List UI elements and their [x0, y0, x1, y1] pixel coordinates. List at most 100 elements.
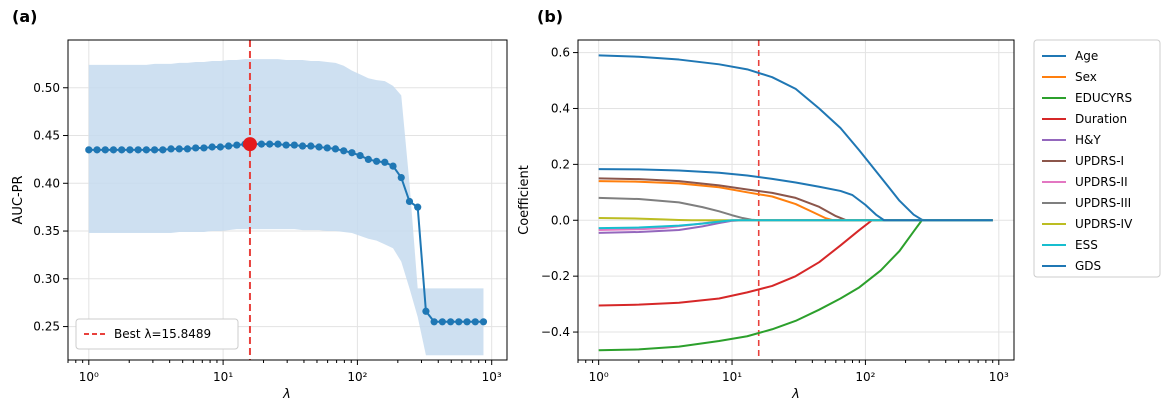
panel-a-point [381, 158, 389, 166]
b-x-tick-label: 10¹ [722, 370, 742, 384]
panel-a-point [455, 318, 463, 326]
panel-a-point [208, 143, 216, 151]
b-y-tick-label: −0.4 [541, 325, 570, 339]
coef-line-updrs-ii [598, 219, 993, 232]
legend-label-h-y: H&Y [1075, 133, 1101, 147]
panel-a-label: (a) [12, 7, 37, 26]
panel-a-point [323, 144, 331, 152]
panel-b-series [598, 54, 993, 352]
panel-a-point [414, 203, 422, 211]
panel-a-legend-box [75, 318, 239, 350]
coef-line-updrs-iii [598, 196, 993, 222]
panel-a-point [282, 141, 290, 149]
panel-a-point [438, 318, 446, 326]
a-y-tick-label: 0.50 [33, 81, 60, 95]
panel-a-point [266, 140, 274, 148]
legend-label-age: Age [1075, 49, 1098, 63]
panel-a-point [340, 147, 348, 155]
panel-a-point [85, 146, 93, 154]
panel-a-point [109, 146, 118, 154]
panel-a-point [463, 318, 471, 326]
panel-a-point [479, 318, 488, 326]
panel-a-confidence-band [88, 59, 484, 356]
panel-b-xlabel: λ [791, 387, 800, 402]
panel-a-y-ticks: 0.25 0.30 0.35 0.40 0.45 0.50 [33, 81, 68, 334]
panel-a-point [101, 146, 109, 154]
panel-a-legend-label: Best λ=15.8489 [114, 327, 211, 341]
a-y-tick-label: 0.40 [33, 176, 60, 190]
panel-a-x-ticks: 10⁰ 10¹ 10² 10³ [67, 360, 502, 384]
legend-label-gds: GDS [1075, 259, 1101, 273]
panel-b-chart: (b) 10⁰ 10¹ 10² 10³ −0.4−0.20.00.20.40.6 λ … [517, 7, 1161, 402]
panel-a-point [200, 144, 208, 152]
panel-a-point [290, 141, 298, 149]
b-x-tick-label: 10³ [989, 370, 1009, 384]
panel-a-best-marker [242, 137, 257, 152]
legend-label-updrs-i: UPDRS-I [1075, 154, 1124, 168]
panel-a-point [307, 142, 315, 150]
panel-a-chart: (a) 10⁰ 10¹ 10² 10³ 0.25 0.30 0.35 0.40 0.45 0.5… [11, 7, 508, 402]
panel-a-series [85, 140, 488, 326]
panel-a-point [192, 144, 200, 152]
a-x-tick-label: 10³ [482, 370, 502, 384]
panel-a-point [471, 318, 479, 326]
panel-a-point [372, 157, 381, 165]
panel-a-point [183, 145, 192, 153]
panel-a-point [175, 145, 183, 153]
panel-b-x-ticks: 10⁰ 10¹ 10² 10³ [577, 360, 1009, 384]
panel-a-band [88, 59, 484, 356]
legend-label-updrs-iv: UPDRS-IV [1075, 217, 1133, 231]
panel-a-point [159, 146, 167, 154]
panel-a-point [118, 146, 126, 154]
panel-b-y-ticks: −0.4 −0.2 0.0 0.2 0.4 0.6 [541, 46, 578, 339]
panel-b-ylabel: Coefficient [517, 165, 532, 235]
panel-a-best-point [242, 137, 257, 152]
a-y-tick-label: 0.45 [33, 129, 60, 143]
b-y-tick-label: 0.6 [551, 46, 570, 60]
panel-b-label: (b) [537, 7, 563, 26]
b-y-tick-label: 0.0 [551, 213, 570, 227]
panel-b-legend-box [1033, 39, 1161, 278]
panel-a-point [422, 307, 430, 315]
panel-a-point [446, 318, 455, 326]
panel-a-point [126, 146, 134, 154]
coef-line-gds [598, 168, 993, 222]
b-y-tick-label: 0.4 [551, 101, 570, 115]
b-x-tick-label: 10² [855, 370, 875, 384]
panel-a-point [331, 145, 340, 153]
panel-a-point [348, 149, 356, 157]
legend-label-updrs-iii: UPDRS-III [1075, 196, 1131, 210]
panel-a-xlabel: λ [282, 387, 291, 402]
a-x-tick-label: 10¹ [213, 370, 233, 384]
panel-a-point [167, 145, 175, 153]
panel-a-point [216, 143, 224, 151]
panel-a-point [389, 162, 397, 170]
panel-a-legend: Best λ=15.8489 [75, 318, 239, 350]
panel-a-point [356, 151, 364, 160]
legend-label-sex: Sex [1075, 70, 1097, 84]
panel-a-point [233, 141, 241, 149]
a-x-tick-label: 10² [347, 370, 367, 384]
a-y-tick-label: 0.35 [33, 224, 60, 238]
coef-line-updrs-i [598, 177, 993, 222]
panel-a-point [298, 142, 307, 150]
panel-a-point [142, 146, 150, 154]
a-y-tick-label: 0.30 [33, 272, 60, 286]
panel-a-point [134, 146, 142, 154]
panel-a-point [315, 143, 323, 151]
panel-a-point [274, 140, 282, 148]
b-y-tick-label: −0.2 [541, 269, 570, 283]
coef-line-age [598, 54, 993, 222]
b-x-tick-label: 10⁰ [589, 370, 609, 384]
panel-a-point [93, 146, 101, 154]
panel-a-point [430, 318, 438, 326]
panel-a-point [257, 140, 266, 148]
panel-a-point [364, 155, 372, 163]
legend-label-duration: Duration [1075, 112, 1127, 126]
a-y-tick-label: 0.25 [33, 320, 60, 334]
panel-a-point [397, 173, 405, 182]
panel-a-point [224, 142, 233, 150]
panel-b-legend: Age Sex EDUCYRS Duration H&Y UPDRS-I UPDRS-II U… [1033, 39, 1161, 278]
coef-line-educyrs [598, 219, 993, 352]
